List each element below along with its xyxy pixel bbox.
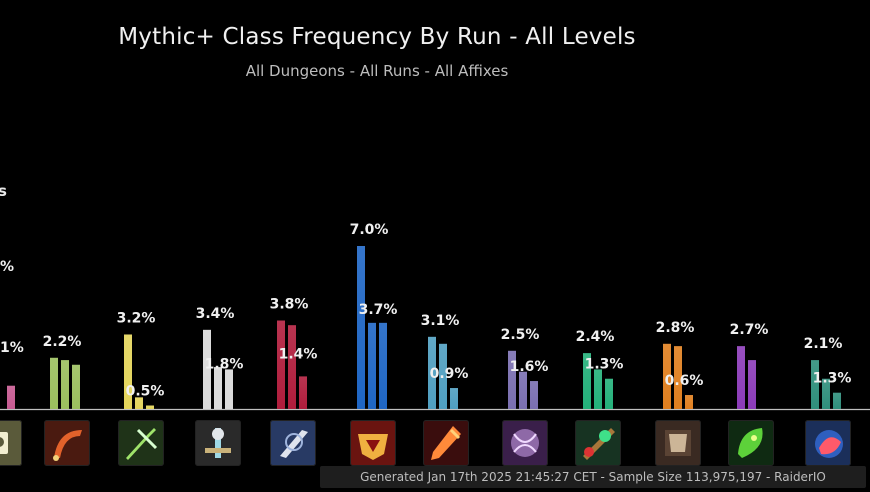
bar-1-0 bbox=[50, 357, 58, 409]
value-label: 1.3% bbox=[585, 357, 624, 373]
bar-5-1 bbox=[368, 322, 376, 409]
value-label: 1% bbox=[0, 340, 24, 356]
bar-7-2 bbox=[530, 381, 538, 409]
evoker-class-icon bbox=[805, 420, 851, 466]
value-label: 0.9% bbox=[430, 366, 469, 382]
bar-chart: s% 1% 2.2% 3.2% 0.5% 3.4% 1.8% 3.8% 1.4% 7.0% 3.7%… bbox=[0, 182, 870, 411]
bar-6-2 bbox=[450, 388, 458, 409]
bar-8-0 bbox=[583, 353, 591, 409]
value-label: 2.5% bbox=[501, 327, 540, 343]
bar-9-0 bbox=[663, 343, 671, 409]
value-label: 3.4% bbox=[196, 306, 235, 322]
bar-10-0 bbox=[737, 346, 745, 409]
bar-6-0 bbox=[428, 336, 436, 409]
mage-class-icon bbox=[423, 420, 469, 466]
value-label: 3.2% bbox=[117, 310, 156, 326]
bar-5-0 bbox=[357, 246, 365, 409]
chart-subtitle: All Dungeons - All Runs - All Affixes bbox=[245, 62, 509, 80]
value-label: 2.1% bbox=[804, 336, 843, 352]
bar-8-2 bbox=[605, 378, 613, 409]
bar-3-2 bbox=[225, 369, 233, 409]
bar-2-0 bbox=[124, 334, 132, 409]
priest-class-icon bbox=[195, 420, 241, 466]
bar-9-2 bbox=[685, 395, 693, 409]
value-label: 3.7% bbox=[359, 302, 398, 318]
bar-2-2 bbox=[146, 405, 154, 409]
footer-caption: Generated Jan 17th 2025 21:45:27 CET - S… bbox=[320, 466, 866, 488]
value-label: 0.5% bbox=[126, 384, 165, 400]
bar-8-1 bbox=[594, 369, 602, 409]
bar-6-1 bbox=[439, 343, 447, 409]
value-label: 1.6% bbox=[510, 359, 549, 375]
value-label: 1.8% bbox=[205, 356, 244, 372]
chart-title: Mythic+ Class Frequency By Run - All Lev… bbox=[118, 24, 636, 50]
offscreen-value-label: s bbox=[0, 182, 7, 200]
bar-4-1 bbox=[288, 325, 296, 409]
value-label: 2.7% bbox=[730, 322, 769, 338]
druid-class-icon bbox=[655, 420, 701, 466]
value-label: 3.8% bbox=[270, 297, 309, 313]
death-knight-class-icon bbox=[350, 420, 396, 466]
demon-hunter-class-icon bbox=[728, 420, 774, 466]
value-label: 2.4% bbox=[576, 329, 615, 345]
hunter-class-icon bbox=[44, 420, 90, 466]
bar-3-0 bbox=[203, 329, 211, 409]
bar-11-2 bbox=[833, 392, 841, 409]
bar-7-1 bbox=[519, 371, 527, 409]
value-label: 2.8% bbox=[656, 320, 695, 336]
warlock-class-icon bbox=[502, 420, 548, 466]
bar-4-0 bbox=[277, 320, 285, 409]
paladin-class-icon bbox=[0, 420, 22, 466]
bar-10-1 bbox=[748, 360, 756, 409]
value-label: 1.4% bbox=[279, 346, 318, 362]
bar-7-0 bbox=[508, 350, 516, 409]
bar-1-1 bbox=[61, 360, 69, 409]
rogue-class-icon bbox=[118, 420, 164, 466]
value-label: % bbox=[0, 259, 14, 275]
value-label: 1.3% bbox=[813, 371, 852, 387]
bar-5-2 bbox=[379, 322, 387, 409]
bar-0-2 bbox=[7, 385, 15, 409]
monk-class-icon bbox=[575, 420, 621, 466]
bar-3-1 bbox=[214, 367, 222, 409]
bar-2-1 bbox=[135, 397, 143, 409]
bar-4-2 bbox=[299, 376, 307, 409]
bar-9-1 bbox=[674, 346, 682, 409]
value-label: 7.0% bbox=[350, 222, 389, 238]
bar-11-0 bbox=[811, 360, 819, 409]
value-label: 3.1% bbox=[421, 313, 460, 329]
value-label: 0.6% bbox=[665, 373, 704, 389]
bar-1-2 bbox=[72, 364, 80, 409]
value-label: 2.2% bbox=[43, 334, 82, 350]
warrior-class-icon bbox=[270, 420, 316, 466]
bar-11-1 bbox=[822, 378, 830, 409]
